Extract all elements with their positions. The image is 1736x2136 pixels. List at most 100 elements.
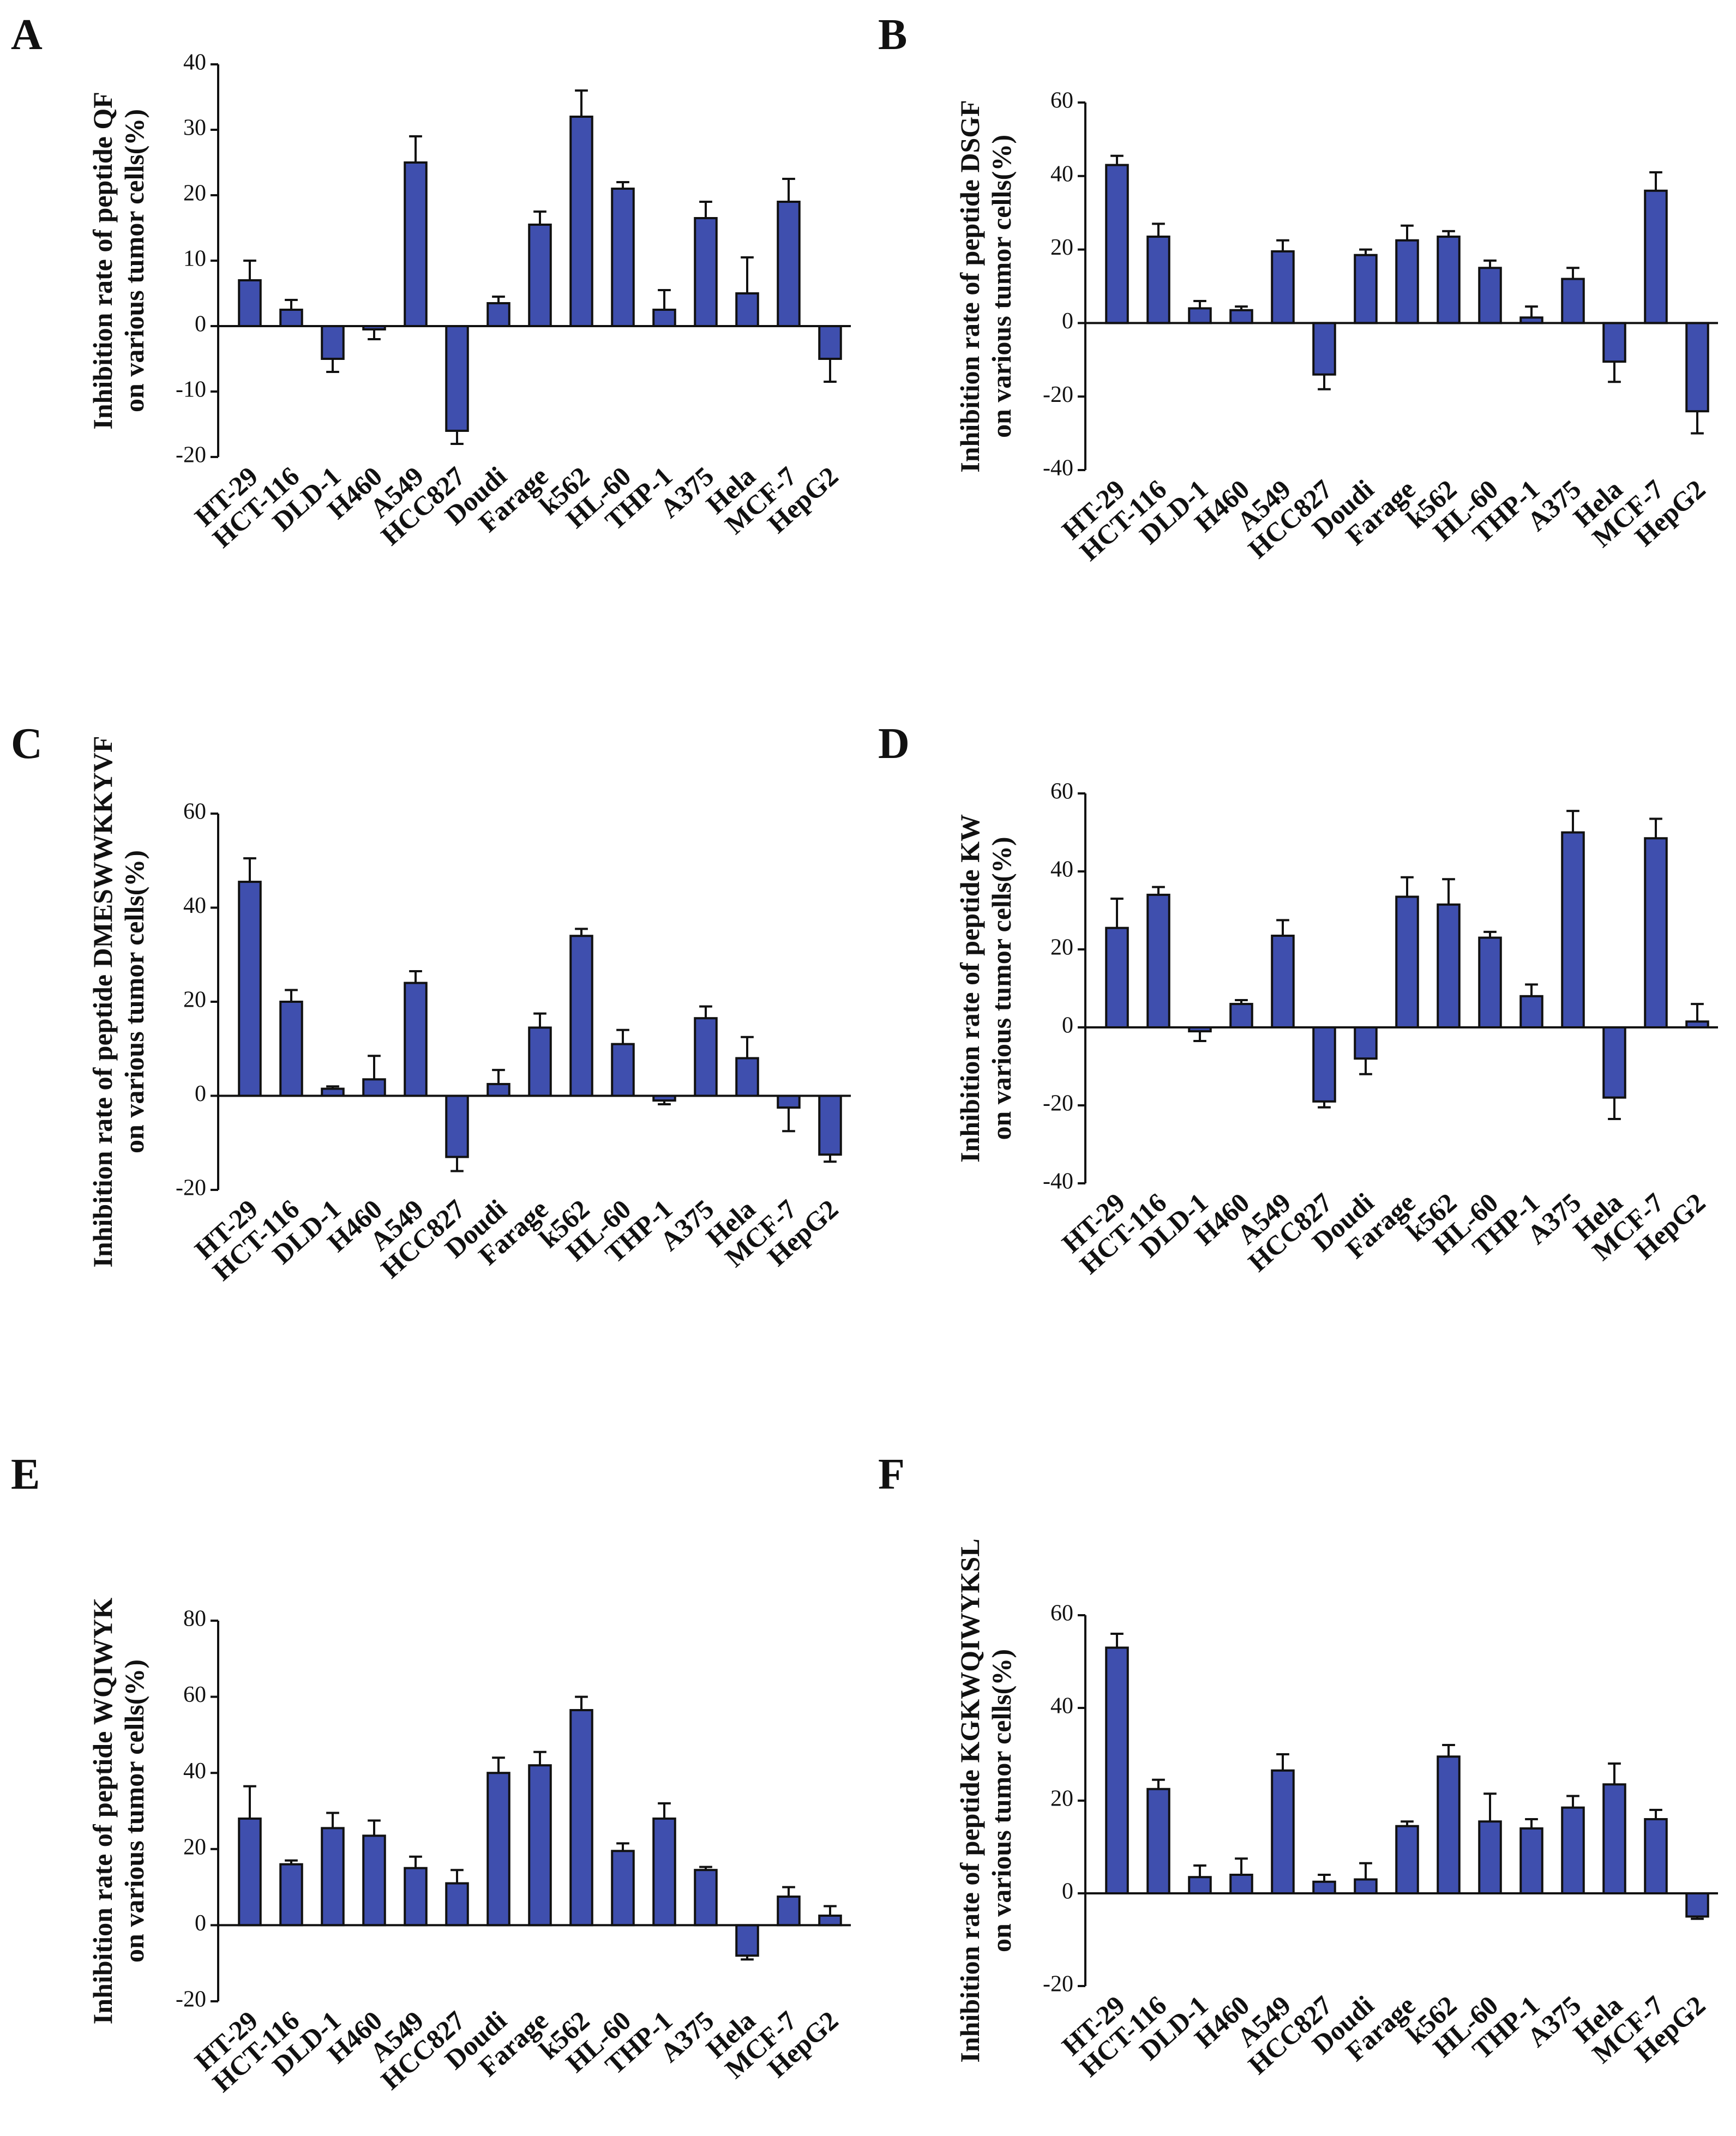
bar bbox=[1312, 1880, 1336, 1894]
bar bbox=[1437, 1755, 1461, 1894]
bar bbox=[569, 1709, 593, 1927]
y-tick-label: 60 bbox=[183, 799, 206, 825]
bar bbox=[1561, 831, 1585, 1028]
bar bbox=[611, 1850, 635, 1927]
y-tick-label: 20 bbox=[1050, 935, 1073, 960]
bar bbox=[1602, 322, 1626, 363]
y-tick-label: -20 bbox=[176, 1987, 206, 2012]
bar bbox=[1105, 926, 1129, 1029]
y-axis-label: Inhibition rate of peptide DMESWWKKYVF bbox=[87, 736, 118, 1267]
bar bbox=[1271, 250, 1295, 324]
bar bbox=[1519, 1827, 1543, 1894]
bar bbox=[611, 188, 635, 327]
bar bbox=[404, 1867, 428, 1927]
y-tick-label: -20 bbox=[1043, 1091, 1073, 1116]
bar bbox=[1644, 189, 1668, 324]
y-tick-label: 0 bbox=[1062, 1013, 1073, 1038]
y-tick-label: 20 bbox=[183, 181, 206, 206]
bar bbox=[652, 1817, 676, 1927]
bar bbox=[1685, 1892, 1709, 1918]
y-tick-label: 40 bbox=[183, 893, 206, 918]
bar bbox=[1395, 895, 1419, 1028]
bar bbox=[404, 982, 428, 1097]
bar bbox=[1188, 1876, 1212, 1894]
y-tick-label: 20 bbox=[1050, 1786, 1073, 1812]
bar bbox=[279, 309, 303, 327]
panel-label: B bbox=[878, 11, 907, 59]
y-axis-label: Inhibition rate of peptide DSGF bbox=[954, 100, 985, 472]
bar bbox=[528, 1764, 552, 1927]
panel-label: C bbox=[11, 720, 43, 768]
bar bbox=[362, 1078, 386, 1097]
bar bbox=[1105, 1646, 1129, 1894]
bar bbox=[1437, 236, 1461, 324]
y-axis-label: Inhibition rate of peptide QF bbox=[87, 92, 118, 429]
bar bbox=[1146, 893, 1170, 1029]
bar bbox=[652, 309, 676, 327]
y-axis-label: on various tumor cells(%) bbox=[986, 837, 1017, 1140]
y-tick-label: 20 bbox=[183, 988, 206, 1013]
bar bbox=[1312, 322, 1336, 376]
panel-label: D bbox=[878, 720, 910, 768]
bar bbox=[1105, 164, 1129, 324]
bar bbox=[1478, 267, 1502, 324]
bar bbox=[1395, 239, 1419, 324]
y-tick-label: 30 bbox=[183, 116, 206, 141]
y-tick-label: 40 bbox=[1050, 1694, 1073, 1719]
bar bbox=[694, 1017, 718, 1097]
bar bbox=[1644, 837, 1668, 1028]
bar bbox=[238, 279, 262, 327]
y-tick-label: 0 bbox=[195, 1911, 206, 1936]
bar bbox=[528, 1026, 552, 1097]
bar bbox=[1519, 995, 1543, 1029]
bar bbox=[1561, 1806, 1585, 1894]
bar bbox=[1271, 1769, 1295, 1894]
bar bbox=[1229, 1003, 1253, 1028]
bar bbox=[1644, 1818, 1668, 1894]
y-axis-label: Inhibition rate of peptide WQIWYK bbox=[87, 1598, 118, 2025]
panel-label: E bbox=[11, 1451, 40, 1499]
bar bbox=[486, 1772, 510, 1927]
bar bbox=[486, 1082, 510, 1097]
bar bbox=[735, 292, 759, 327]
bar bbox=[1561, 278, 1585, 324]
bar bbox=[1354, 1878, 1378, 1894]
bar bbox=[321, 325, 345, 360]
y-tick-label: -20 bbox=[1043, 382, 1073, 407]
y-tick-label: 80 bbox=[183, 1606, 206, 1632]
bar bbox=[279, 1001, 303, 1097]
bar bbox=[1478, 936, 1502, 1029]
y-tick-label: -20 bbox=[176, 1176, 206, 1201]
bar bbox=[445, 1094, 469, 1158]
bar bbox=[1312, 1026, 1336, 1103]
bar bbox=[818, 325, 842, 360]
bar bbox=[362, 1834, 386, 1927]
bar bbox=[1354, 254, 1378, 324]
y-tick-label: 0 bbox=[195, 312, 206, 337]
bar bbox=[611, 1043, 635, 1097]
bar bbox=[735, 1057, 759, 1097]
bar bbox=[694, 217, 718, 327]
bar bbox=[1188, 307, 1212, 324]
panel-label: A bbox=[11, 11, 43, 59]
y-tick-label: 60 bbox=[1050, 88, 1073, 113]
y-tick-label: 20 bbox=[1050, 235, 1073, 260]
bar bbox=[569, 935, 593, 1097]
y-tick-label: 40 bbox=[183, 50, 206, 75]
y-axis-label: on various tumor cells(%) bbox=[119, 109, 149, 412]
bar bbox=[486, 302, 510, 327]
panel-label: F bbox=[878, 1451, 905, 1499]
bar bbox=[238, 1817, 262, 1927]
bar bbox=[1437, 903, 1461, 1029]
y-tick-label: 60 bbox=[1050, 1601, 1073, 1626]
bar bbox=[694, 1869, 718, 1927]
y-tick-label: 0 bbox=[195, 1081, 206, 1106]
bar bbox=[279, 1863, 303, 1927]
bar bbox=[1602, 1783, 1626, 1894]
y-tick-label: -10 bbox=[176, 377, 206, 402]
bar bbox=[1146, 236, 1170, 324]
bar bbox=[777, 1094, 801, 1109]
bar bbox=[238, 881, 262, 1097]
bar bbox=[1685, 322, 1709, 413]
